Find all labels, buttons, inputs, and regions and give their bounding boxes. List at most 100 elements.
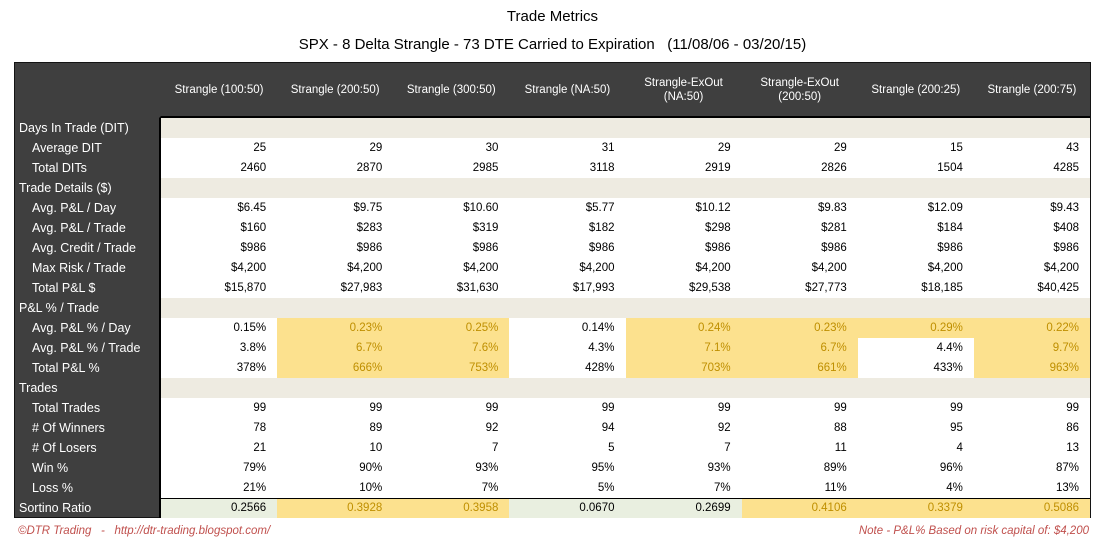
row-label[interactable]: Max Risk / Trade (32, 261, 126, 275)
table-cell[interactable]: $9.75 (277, 198, 394, 218)
table-cell[interactable]: 4285 (973, 158, 1090, 178)
table-cell[interactable]: 2985 (393, 158, 510, 178)
table-cell[interactable]: 428% (509, 358, 626, 378)
table-cell[interactable]: 11 (741, 438, 858, 458)
table-cell[interactable]: 99 (857, 398, 974, 418)
table-cell[interactable]: $4,200 (973, 258, 1090, 278)
table-cell[interactable]: $4,200 (509, 258, 626, 278)
table-cell[interactable]: $986 (277, 238, 394, 258)
table-cell[interactable]: 29 (741, 138, 858, 158)
table-cell[interactable]: 433% (857, 358, 974, 378)
row-label[interactable]: Trade Details ($) (19, 181, 112, 195)
table-cell[interactable]: $986 (393, 238, 510, 258)
table-cell[interactable]: 87% (973, 458, 1090, 478)
table-cell[interactable]: $319 (393, 218, 510, 238)
table-cell[interactable]: $283 (277, 218, 394, 238)
table-cell[interactable]: 95 (857, 418, 974, 438)
row-label[interactable]: P&L % / Trade (19, 301, 100, 315)
table-cell[interactable]: 0.25% (393, 318, 510, 338)
table-cell[interactable]: $182 (509, 218, 626, 238)
table-cell[interactable]: 0.2699 (625, 499, 742, 518)
table-cell[interactable]: 0.3958 (393, 499, 510, 518)
table-cell[interactable]: 0.23% (277, 318, 394, 338)
table-cell[interactable]: 7.1% (625, 338, 742, 358)
table-cell[interactable]: 92 (625, 418, 742, 438)
table-cell[interactable]: $9.83 (741, 198, 858, 218)
table-cell[interactable]: 7 (625, 438, 742, 458)
table-cell[interactable]: $4,200 (277, 258, 394, 278)
row-label[interactable]: Avg. P&L % / Trade (32, 341, 141, 355)
table-cell[interactable]: 0.5086 (973, 499, 1090, 518)
table-cell[interactable]: 90% (277, 458, 394, 478)
table-cell[interactable]: 30 (393, 138, 510, 158)
row-label[interactable]: Total P&L % (32, 361, 100, 375)
column-header[interactable]: Strangle (NA:50) (524, 83, 611, 96)
table-cell[interactable]: 666% (277, 358, 394, 378)
table-cell[interactable]: 1504 (857, 158, 974, 178)
row-label[interactable]: Avg. P&L / Day (32, 201, 117, 215)
row-label[interactable]: Sortino Ratio (19, 501, 92, 515)
table-cell[interactable]: $6.45 (161, 198, 278, 218)
table-cell[interactable]: $9.43 (973, 198, 1090, 218)
table-cell[interactable]: $4,200 (625, 258, 742, 278)
row-label[interactable]: Loss % (32, 481, 73, 495)
table-cell[interactable]: 43 (973, 138, 1090, 158)
table-cell[interactable]: $4,200 (161, 258, 278, 278)
table-cell[interactable]: $184 (857, 218, 974, 238)
table-cell[interactable]: $15,870 (161, 278, 278, 298)
column-header[interactable]: Strangle (200:50) (290, 83, 380, 96)
table-cell[interactable]: 0.15% (161, 318, 278, 338)
row-label[interactable]: Win % (32, 461, 69, 475)
table-cell[interactable]: 0.3928 (277, 499, 394, 518)
table-cell[interactable]: 29 (625, 138, 742, 158)
table-cell[interactable]: 753% (393, 358, 510, 378)
table-cell[interactable]: $4,200 (393, 258, 510, 278)
table-cell[interactable]: 9.7% (973, 338, 1090, 358)
table-cell[interactable]: 78 (161, 418, 278, 438)
table-cell[interactable]: 13% (973, 478, 1090, 498)
table-cell[interactable]: 11% (741, 478, 858, 498)
table-cell[interactable]: 2919 (625, 158, 742, 178)
table-cell[interactable]: 96% (857, 458, 974, 478)
table-cell[interactable]: 13 (973, 438, 1090, 458)
table-cell[interactable]: 378% (161, 358, 278, 378)
table-cell[interactable]: $17,993 (509, 278, 626, 298)
table-cell[interactable]: 89% (741, 458, 858, 478)
table-cell[interactable]: $986 (161, 238, 278, 258)
column-header[interactable]: Strangle (100:50) (174, 83, 264, 96)
table-cell[interactable]: $5.77 (509, 198, 626, 218)
table-cell[interactable]: 79% (161, 458, 278, 478)
table-cell[interactable]: 15 (857, 138, 974, 158)
table-cell[interactable]: 10 (277, 438, 394, 458)
table-cell[interactable]: 3118 (509, 158, 626, 178)
table-cell[interactable]: 99 (625, 398, 742, 418)
table-cell[interactable]: 703% (625, 358, 742, 378)
column-header[interactable]: Strangle-ExOut (200:50) (760, 76, 839, 103)
table-cell[interactable]: 7.6% (393, 338, 510, 358)
table-cell[interactable]: 2826 (741, 158, 858, 178)
table-cell[interactable]: $160 (161, 218, 278, 238)
table-cell[interactable]: $4,200 (857, 258, 974, 278)
table-cell[interactable]: $986 (741, 238, 858, 258)
table-cell[interactable]: $12.09 (857, 198, 974, 218)
table-cell[interactable]: 0.4106 (741, 499, 858, 518)
table-cell[interactable]: $986 (509, 238, 626, 258)
table-cell[interactable]: $31,630 (393, 278, 510, 298)
table-cell[interactable]: $40,425 (973, 278, 1090, 298)
row-label[interactable]: # Of Losers (32, 441, 97, 455)
table-cell[interactable]: 86 (973, 418, 1090, 438)
table-cell[interactable]: 4.4% (857, 338, 974, 358)
row-label[interactable]: Average DIT (32, 141, 102, 155)
table-cell[interactable]: 6.7% (277, 338, 394, 358)
table-cell[interactable]: $408 (973, 218, 1090, 238)
table-cell[interactable]: 4.3% (509, 338, 626, 358)
table-cell[interactable]: 0.24% (625, 318, 742, 338)
table-cell[interactable]: 3.8% (161, 338, 278, 358)
row-label[interactable]: Total DITs (32, 161, 87, 175)
table-cell[interactable]: $29,538 (625, 278, 742, 298)
table-cell[interactable]: 5% (509, 478, 626, 498)
table-cell[interactable]: 4% (857, 478, 974, 498)
table-cell[interactable]: 0.23% (741, 318, 858, 338)
row-label[interactable]: Total P&L $ (32, 281, 96, 295)
table-cell[interactable]: 7% (625, 478, 742, 498)
